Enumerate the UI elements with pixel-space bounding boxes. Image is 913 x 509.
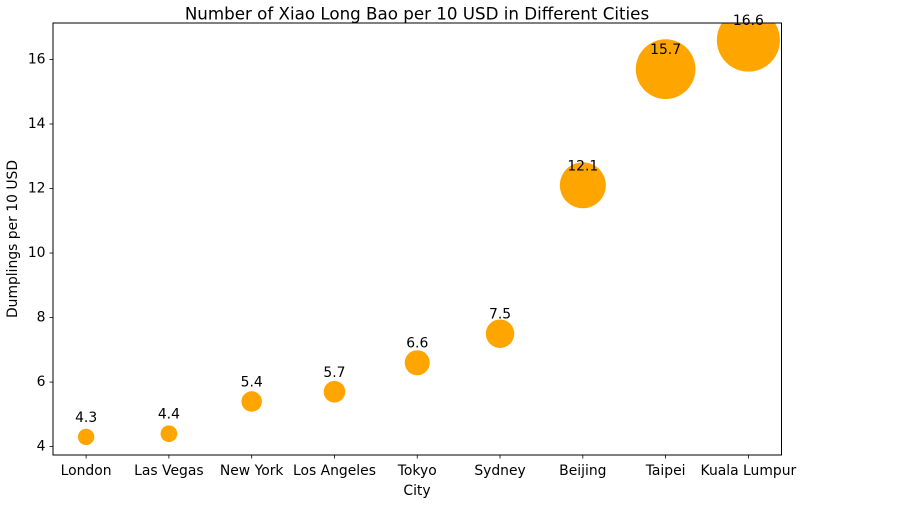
y-tick-label: 16 (28, 51, 46, 67)
x-tick-label-taipei: Taipei (645, 463, 686, 479)
x-tick-label-sydney: Sydney (474, 463, 525, 479)
x-tick-label-kuala-lumpur: Kuala Lumpur (701, 463, 797, 479)
bubble-los-angeles (323, 380, 346, 403)
x-tick-label-las-vegas: Las Vegas (134, 463, 203, 479)
bubble-value-label: 4.4 (158, 407, 180, 423)
bubble-value-label: 5.4 (241, 374, 263, 390)
x-tick-label-london: London (61, 463, 112, 479)
bubble-value-label: 5.7 (323, 365, 345, 381)
y-tick-label: 10 (28, 245, 46, 261)
bubble-value-label: 6.6 (406, 336, 428, 352)
y-tick-label: 14 (28, 116, 46, 132)
bubble-value-label: 7.5 (489, 307, 511, 323)
bubble-value-label: 4.3 (75, 410, 97, 426)
point-labels-layer: 4.3 4.4 5.4 5.7 6.6 7.5 12.1 15.7 16.6 (75, 13, 764, 426)
bubble-tokyo (404, 350, 430, 376)
bubble-value-label: 16.6 (733, 13, 764, 29)
bubble-value-label: 15.7 (650, 42, 681, 58)
y-axis-ticks: 4 6 8 10 12 14 16 (28, 51, 53, 455)
y-tick-label: 4 (37, 439, 46, 455)
y-tick-label: 12 (28, 181, 46, 197)
x-axis-label: City (403, 483, 430, 499)
y-axis-label: Dumplings per 10 USD (5, 160, 21, 318)
bubble-taipei (635, 39, 696, 99)
y-tick-label: 8 (37, 310, 46, 326)
bubble-new-york (241, 391, 262, 412)
bubble-kuala-lumpur (716, 23, 780, 72)
x-tick-label-tokyo: Tokyo (397, 463, 437, 479)
x-axis-ticks: London Las Vegas New York Los Angeles Tokyo S… (61, 455, 797, 479)
x-tick-label-new-york: New York (220, 463, 284, 479)
x-tick-label-beijing: Beijing (559, 463, 606, 479)
y-tick-label: 6 (37, 374, 46, 390)
bubble-value-label: 12.1 (567, 158, 598, 174)
bubble-sydney (485, 319, 515, 348)
bubbles-layer (77, 23, 780, 446)
bubble-las-vegas (160, 425, 178, 443)
bubble-london (77, 428, 95, 446)
chart-title: Number of Xiao Long Bao per 10 USD in Di… (185, 4, 649, 24)
bubble-beijing (559, 162, 606, 209)
x-tick-label-los-angeles: Los Angeles (293, 463, 376, 479)
